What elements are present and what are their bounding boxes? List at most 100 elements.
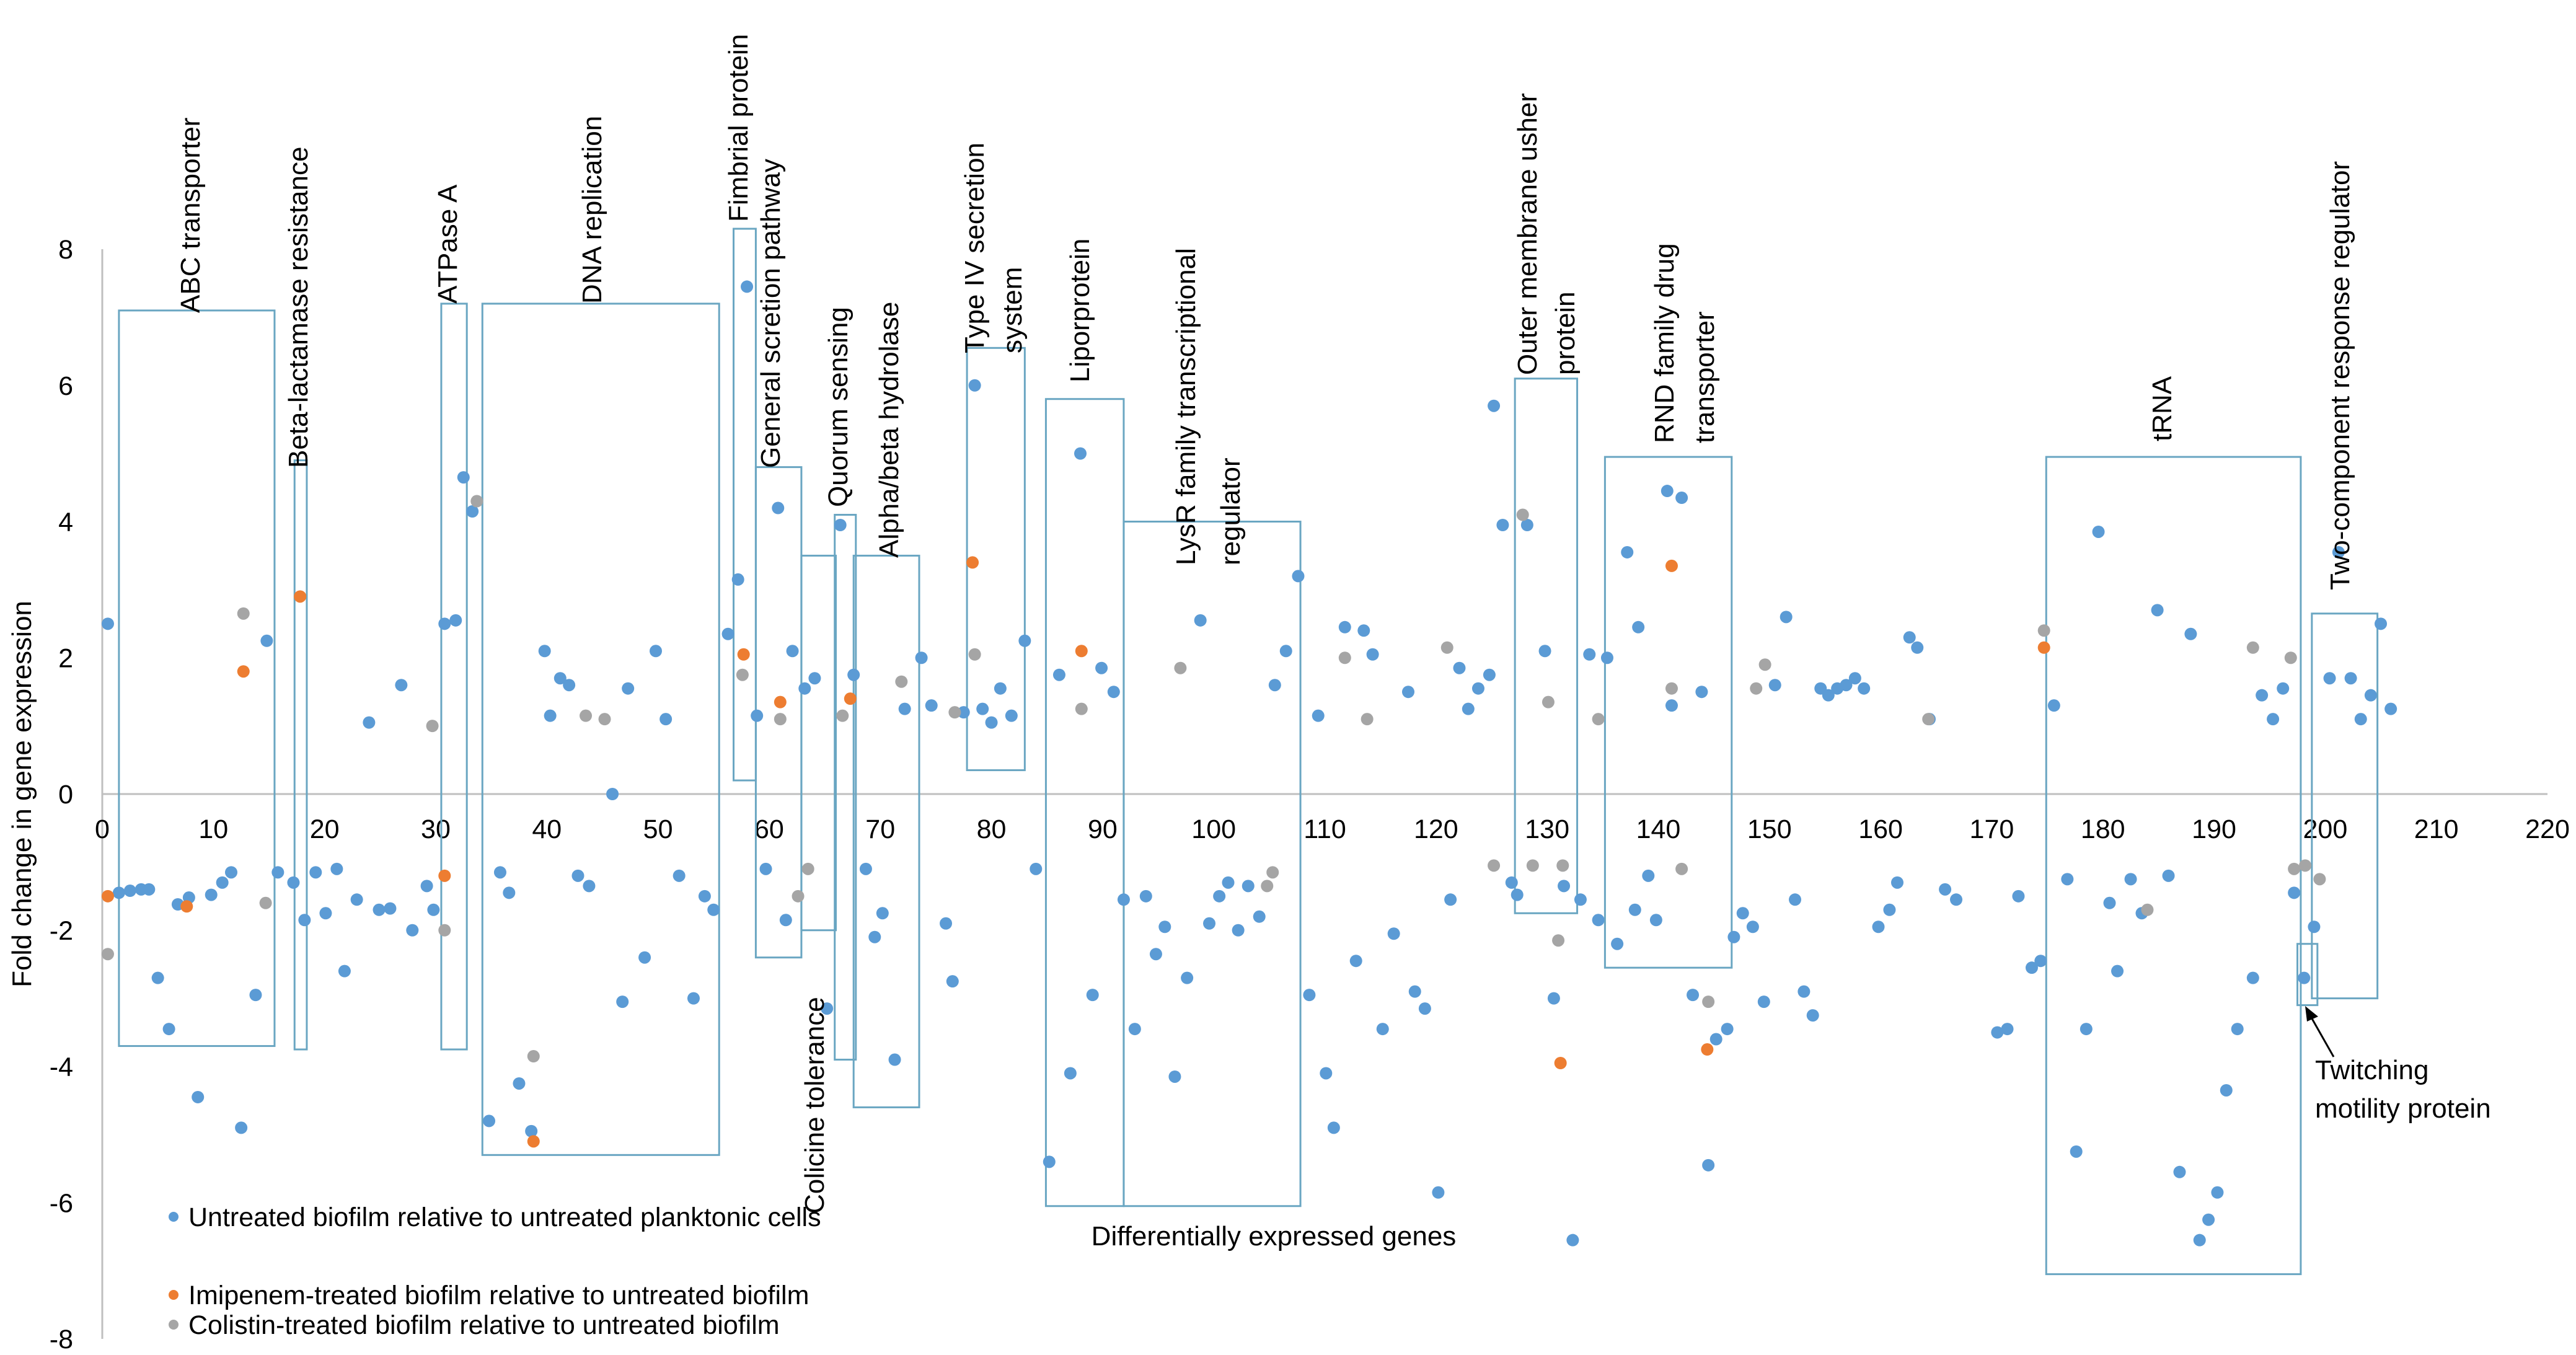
data-point-imipenem	[774, 695, 787, 708]
y-tick-label: -2	[50, 916, 73, 946]
data-point-untreated	[915, 651, 928, 664]
data-point-untreated	[2124, 873, 2137, 886]
data-point-untreated	[1279, 645, 1292, 658]
data-point-untreated	[2375, 617, 2388, 630]
x-tick-label: 110	[1303, 814, 1346, 844]
data-point-colistin	[470, 495, 483, 508]
data-point-untreated	[1789, 893, 1802, 906]
data-point-untreated	[493, 866, 506, 879]
category-box	[1603, 456, 1733, 969]
y-tick-label: -8	[50, 1325, 73, 1354]
data-point-untreated	[449, 614, 462, 627]
category-label: ATPase A	[433, 184, 463, 304]
category-label: Twitching	[2315, 1055, 2428, 1085]
data-point-untreated	[622, 682, 635, 695]
x-tick-label: 190	[2192, 814, 2236, 844]
y-tick-label: -6	[50, 1188, 73, 1218]
axes	[101, 249, 2547, 1339]
data-point-untreated	[1709, 1033, 1722, 1046]
category-label: LysR family transcriptional	[1171, 248, 1201, 565]
data-point-untreated	[2384, 702, 2397, 715]
data-point-untreated	[731, 573, 744, 586]
data-point-untreated	[1149, 948, 1162, 961]
category-box	[852, 554, 920, 1108]
data-point-imipenem	[966, 556, 979, 569]
data-point-untreated	[859, 862, 872, 875]
data-point-colistin	[1488, 859, 1501, 872]
data-point-untreated	[1757, 995, 1770, 1009]
data-point-untreated	[363, 716, 376, 729]
data-point-untreated	[1005, 709, 1018, 722]
data-point-untreated	[1520, 518, 1533, 531]
data-point-untreated	[2001, 1023, 2014, 1036]
data-point-untreated	[1462, 702, 1475, 715]
data-point-untreated	[2231, 1023, 2244, 1036]
data-point-untreated	[1746, 920, 1759, 933]
data-point-colistin	[792, 889, 805, 903]
data-point-untreated	[1128, 1023, 1141, 1036]
data-point-untreated	[1312, 709, 1325, 722]
data-point-untreated	[483, 1114, 496, 1128]
y-tick-label: 8	[58, 235, 73, 265]
data-point-colistin	[1675, 862, 1688, 875]
data-point-colistin	[1665, 682, 1678, 695]
data-point-untreated	[2025, 961, 2038, 974]
category-label: Quorum sensing	[823, 307, 854, 507]
data-point-untreated	[1095, 661, 1108, 674]
data-point-untreated	[698, 889, 711, 903]
data-point-untreated	[1872, 920, 1885, 933]
data-point-untreated	[985, 716, 998, 729]
data-point-untreated	[898, 702, 911, 715]
data-point-untreated	[1621, 545, 1634, 558]
data-point-untreated	[563, 679, 576, 692]
x-tick-label: 140	[1636, 814, 1681, 844]
y-tick-label: 0	[58, 780, 73, 810]
data-point-colistin	[438, 924, 451, 937]
data-point-untreated	[1107, 686, 1120, 699]
twitching-arrow	[2309, 1015, 2335, 1057]
data-point-untreated	[1858, 682, 1871, 695]
y-axis-label: Fold change in gene expression	[7, 601, 37, 987]
legend-marker-untreated	[169, 1212, 179, 1222]
data-point-imipenem	[844, 692, 857, 705]
data-point-untreated	[707, 903, 720, 916]
data-point-imipenem	[1075, 645, 1088, 658]
data-point-untreated	[1408, 985, 1421, 998]
data-point-colistin	[2299, 859, 2312, 872]
data-point-untreated	[868, 930, 881, 943]
data-point-colistin	[259, 896, 272, 909]
data-point-untreated	[1547, 992, 1560, 1005]
data-point-untreated	[2173, 1165, 2186, 1178]
data-point-untreated	[2202, 1213, 2215, 1226]
legend-marker-colistin	[169, 1320, 179, 1330]
data-point-untreated	[1327, 1121, 1340, 1134]
data-point-untreated	[821, 1002, 834, 1015]
category-box	[754, 466, 803, 959]
data-point-untreated	[847, 668, 860, 681]
data-point-untreated	[2277, 682, 2290, 695]
data-point-untreated	[2162, 869, 2175, 882]
data-point-imipenem	[1701, 1043, 1714, 1056]
data-point-untreated	[112, 886, 125, 899]
data-point-untreated	[1320, 1067, 1333, 1080]
data-point-colistin	[1516, 508, 1529, 521]
data-point-untreated	[779, 914, 792, 927]
x-tick-label: 120	[1414, 814, 1458, 844]
data-point-untreated	[638, 951, 651, 964]
data-point-untreated	[249, 989, 262, 1002]
data-point-untreated	[466, 505, 479, 518]
data-point-colistin	[237, 607, 250, 620]
category-box	[440, 302, 468, 1051]
data-point-colistin	[2313, 873, 2326, 886]
data-point-untreated	[1574, 893, 1587, 906]
data-point-untreated	[2211, 1186, 2224, 1199]
data-point-untreated	[616, 995, 629, 1009]
category-label: transporter	[1690, 311, 1720, 443]
data-point-untreated	[808, 672, 821, 685]
data-point-untreated	[225, 866, 238, 879]
data-point-colistin	[801, 862, 814, 875]
data-point-untreated	[513, 1077, 526, 1090]
category-label: motility protein	[2315, 1093, 2491, 1124]
data-point-colistin	[836, 709, 849, 722]
data-point-untreated	[1566, 1234, 1579, 1247]
